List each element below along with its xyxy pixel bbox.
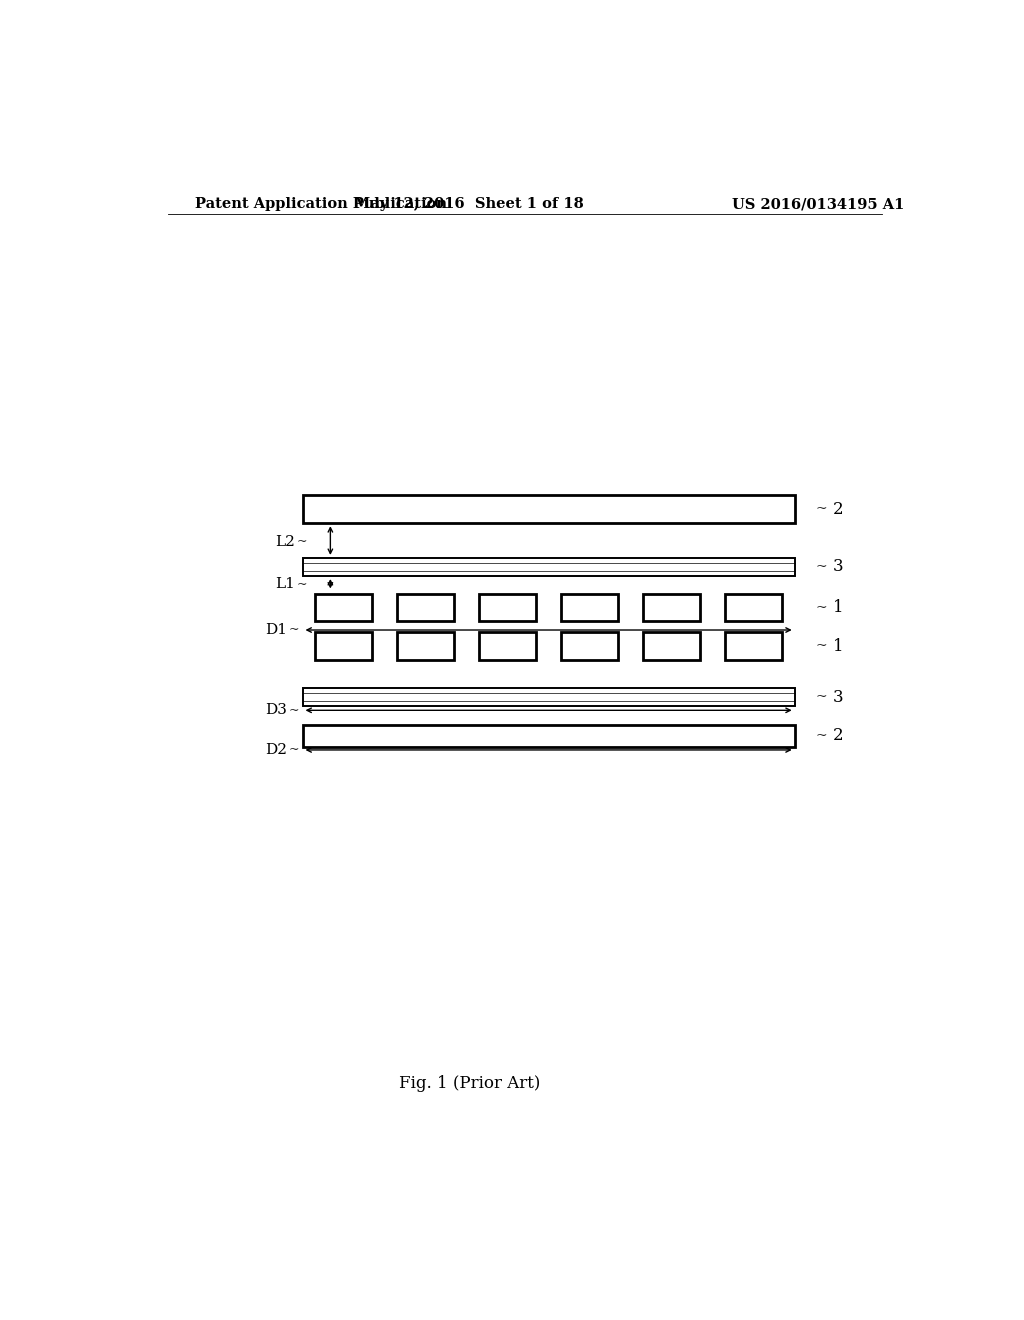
Text: D3: D3 [265, 704, 287, 717]
Bar [643, 632, 700, 660]
Text: ~: ~ [297, 578, 307, 591]
Text: L1: L1 [274, 577, 295, 591]
Bar [303, 558, 795, 576]
Text: ~: ~ [815, 729, 827, 743]
Text: Patent Application Publication: Patent Application Publication [196, 197, 447, 211]
Bar [725, 594, 782, 622]
Bar [397, 632, 455, 660]
Text: 2: 2 [833, 727, 844, 744]
Text: Fig. 1 (Prior Art): Fig. 1 (Prior Art) [398, 1074, 540, 1092]
Bar [315, 632, 373, 660]
Text: ~: ~ [289, 704, 300, 717]
Text: ~: ~ [815, 601, 827, 615]
Text: 3: 3 [833, 689, 844, 706]
Text: 3: 3 [833, 558, 844, 576]
Bar [315, 594, 373, 622]
Text: May 12, 2016  Sheet 1 of 18: May 12, 2016 Sheet 1 of 18 [354, 197, 584, 211]
Text: ~: ~ [289, 623, 300, 636]
Text: D2: D2 [265, 743, 287, 756]
Text: L2: L2 [274, 535, 295, 549]
Bar [561, 632, 618, 660]
Text: D1: D1 [265, 623, 287, 638]
Text: ~: ~ [815, 560, 827, 574]
Bar [479, 594, 537, 622]
Text: ~: ~ [815, 690, 827, 704]
Bar [561, 594, 618, 622]
Text: ~: ~ [297, 535, 307, 548]
Text: 1: 1 [833, 599, 844, 616]
Bar [303, 725, 795, 747]
Bar [725, 632, 782, 660]
Bar [397, 594, 455, 622]
Bar [643, 594, 700, 622]
Text: US 2016/0134195 A1: US 2016/0134195 A1 [732, 197, 904, 211]
Text: ~: ~ [815, 502, 827, 516]
Text: ~: ~ [289, 743, 300, 756]
Text: 2: 2 [833, 500, 844, 517]
Bar [479, 632, 537, 660]
Bar [303, 495, 795, 523]
Text: 1: 1 [833, 638, 844, 655]
Text: ~: ~ [815, 639, 827, 653]
Bar [303, 688, 795, 706]
